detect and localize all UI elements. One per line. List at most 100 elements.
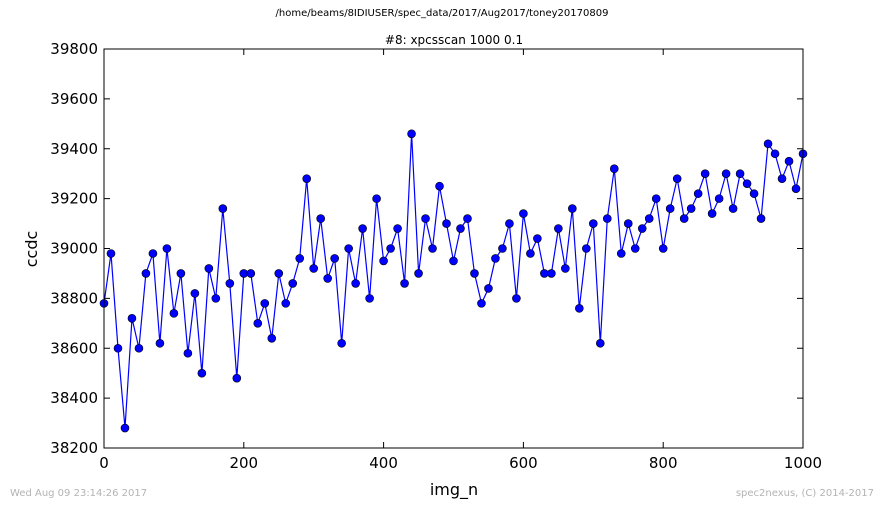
data-point [575, 304, 584, 313]
y-tick-label: 39000 [50, 240, 98, 258]
data-point [505, 219, 514, 228]
data-point [449, 256, 458, 266]
data-point [526, 249, 535, 258]
data-point [232, 373, 242, 383]
data-point [148, 249, 158, 258]
data-point [693, 189, 703, 198]
x-tick-label: 1000 [784, 454, 822, 472]
data-point [512, 294, 521, 303]
data-point [295, 254, 305, 263]
data-point [561, 264, 570, 273]
x-tick-label: 400 [369, 454, 398, 472]
data-point [274, 269, 284, 278]
data-point [183, 348, 193, 358]
data-point [714, 194, 724, 203]
data-point [106, 249, 116, 258]
data-point [309, 264, 319, 273]
data-point [644, 214, 654, 223]
data-point [260, 299, 270, 308]
y-tick-label: 38400 [50, 389, 98, 407]
axes-frame [103, 48, 804, 449]
series-line [103, 133, 804, 429]
plot-area [99, 129, 808, 433]
data-point [749, 189, 759, 198]
data-point [651, 194, 661, 203]
data-point [120, 423, 130, 433]
data-point [707, 209, 717, 218]
data-point [372, 194, 381, 203]
data-point [197, 368, 207, 378]
data-point [630, 244, 640, 253]
data-point [225, 279, 235, 288]
y-axis: 38200 38400 38600 38800 39000 39200 39400 39600… [50, 40, 803, 457]
figure-suptitle: /home/beams/8IDIUSER/spec_data/2017/Aug2… [275, 8, 609, 19]
data-point [742, 179, 752, 188]
data-point [358, 224, 367, 233]
x-axis-label: img_n [430, 480, 478, 500]
data-point [302, 174, 312, 183]
data-point [470, 269, 479, 278]
data-point [721, 169, 731, 178]
data-point [344, 244, 353, 253]
data-point [498, 244, 507, 253]
data-point [609, 164, 619, 173]
chart-title: #8: xpcsscan 1000 0.1 [385, 33, 523, 47]
x-tick-label: 600 [509, 454, 538, 472]
data-point [665, 204, 675, 213]
data-point [407, 129, 416, 139]
data-point [218, 204, 228, 213]
y-tick-label: 39400 [50, 140, 98, 158]
data-point [323, 274, 332, 283]
data-point [623, 219, 633, 228]
data-point [442, 219, 451, 228]
data-point [127, 314, 137, 323]
data-point [756, 214, 766, 223]
data-point [176, 269, 186, 278]
data-point [337, 338, 346, 348]
credit: spec2nexus, (C) 2014-2017 [735, 488, 874, 499]
data-point [365, 294, 374, 303]
data-point [484, 284, 493, 293]
data-point [393, 224, 402, 233]
data-point [428, 244, 437, 253]
data-point [134, 343, 144, 353]
y-tick-label: 39800 [50, 40, 98, 58]
x-tick-label: 200 [229, 454, 258, 472]
data-point [686, 204, 696, 213]
data-point [316, 214, 325, 223]
data-point [679, 214, 689, 223]
data-point [386, 244, 395, 253]
data-point [281, 299, 291, 308]
x-axis: 0 200 400 600 800 1000 [99, 49, 822, 472]
data-point [211, 294, 221, 303]
data-point [190, 289, 200, 298]
data-point [658, 244, 668, 253]
y-tick-label: 38200 [50, 439, 98, 457]
data-point [141, 269, 151, 278]
data-point [777, 174, 787, 183]
data-point [246, 269, 256, 278]
data-point [113, 343, 123, 353]
data-point [582, 244, 591, 253]
data-point [728, 204, 738, 213]
data-point [637, 224, 647, 233]
data-point [588, 219, 598, 228]
data-point [770, 149, 780, 159]
data-point [791, 184, 801, 193]
data-point [414, 269, 423, 278]
data-point [595, 338, 605, 348]
data-point [169, 309, 179, 318]
data-point [568, 204, 577, 213]
data-point [784, 156, 794, 166]
data-point [547, 269, 556, 278]
data-point [456, 224, 465, 233]
data-point [400, 279, 409, 288]
data-point [554, 224, 563, 233]
data-point [735, 169, 745, 178]
data-point [602, 214, 612, 223]
data-point [155, 338, 165, 348]
data-point [672, 174, 682, 183]
data-point [463, 214, 472, 223]
y-tick-label: 39600 [50, 90, 98, 108]
